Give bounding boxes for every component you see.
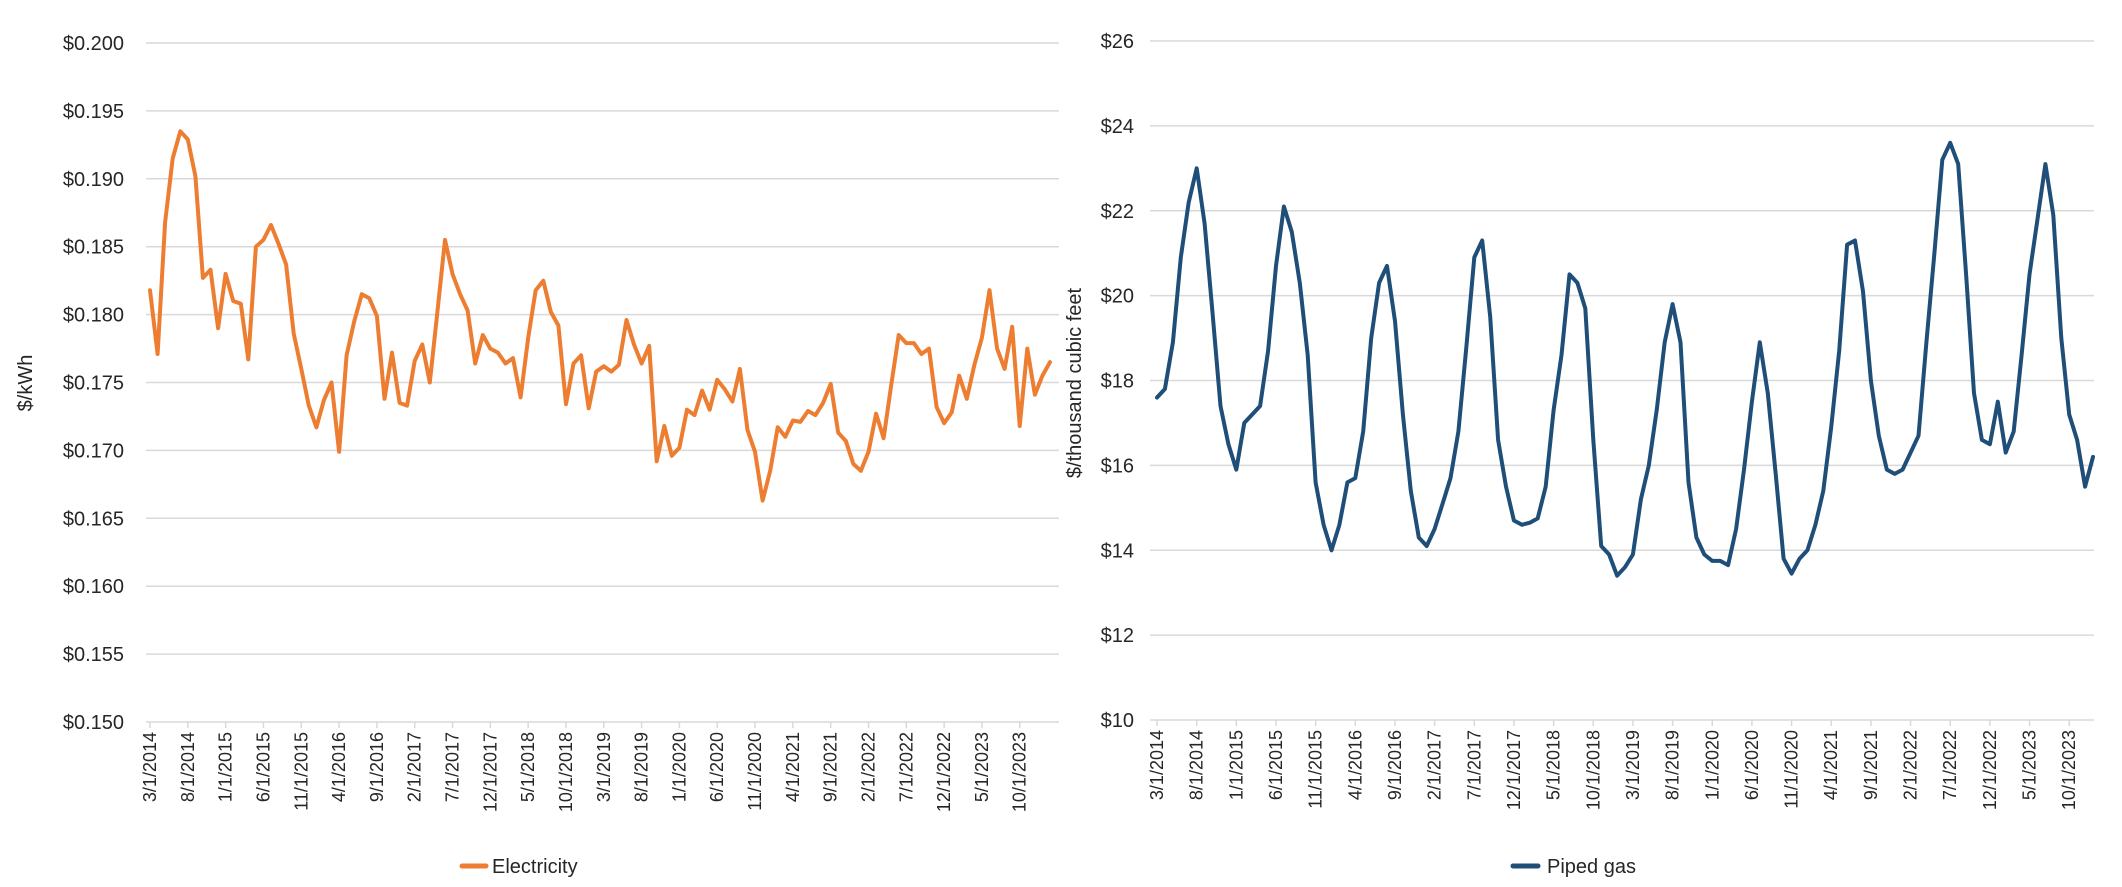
piped-gas-chart: $/thousand cubic feet $10 $12 $14 $16 $18 $20… — [1064, 31, 2095, 878]
y-tick-label: $0.170 — [63, 440, 124, 462]
x-tick-label: 12/1/2022 — [1980, 730, 2000, 810]
x-tick-label: 6/1/2020 — [1742, 730, 1762, 800]
y-tick-label: $20 — [1101, 286, 1134, 308]
y-tick-label: $16 — [1101, 455, 1134, 477]
x-tick-label: 4/1/2021 — [783, 732, 803, 802]
y-tick-label: $0.160 — [63, 576, 124, 598]
y-tick-label: $26 — [1101, 31, 1134, 53]
series-line-electricity — [148, 129, 1052, 503]
y-tick-label: $0.200 — [63, 33, 124, 55]
x-tick-label: 2/1/2022 — [858, 732, 878, 802]
y-axis-title: $/kWh — [15, 355, 37, 412]
x-tick-label: 4/1/2016 — [329, 732, 349, 802]
x-tick-label: 5/1/2023 — [972, 732, 992, 802]
y-tick-label: $0.185 — [63, 237, 124, 259]
x-tick-label: 8/1/2019 — [1663, 730, 1683, 800]
x-tick-label: 6/1/2015 — [1266, 730, 1286, 800]
x-tick-label: 12/1/2017 — [480, 732, 500, 812]
x-tick-label: 2/1/2017 — [405, 732, 425, 802]
x-tick-label: 3/1/2014 — [1147, 730, 1167, 800]
x-tick-label: 6/1/2020 — [707, 732, 727, 802]
x-tick-label: 3/1/2019 — [1623, 730, 1643, 800]
y-tick-label: $24 — [1101, 116, 1134, 138]
y-tick-label: $0.155 — [63, 644, 124, 666]
x-tick-label: 11/1/2015 — [291, 732, 311, 811]
y-tick-label: $14 — [1101, 540, 1134, 562]
x-tick-label: 7/1/2017 — [1464, 730, 1484, 800]
x-tick-label: 10/1/2018 — [1583, 730, 1603, 810]
x-tick-label: 9/1/2021 — [821, 732, 841, 802]
y-tick-label: $0.195 — [63, 101, 124, 123]
x-tick-label: 9/1/2021 — [1861, 730, 1881, 800]
series-line-piped-gas — [1155, 140, 2095, 578]
x-tick-label: 7/1/2022 — [896, 732, 916, 802]
y-tick-label: $0.150 — [63, 712, 124, 734]
y-axis-title: $/thousand cubic feet — [1064, 287, 1086, 478]
x-tick-label: 11/1/2020 — [745, 732, 765, 811]
x-tick-label: 7/1/2022 — [1940, 730, 1960, 800]
x-tick-label: 2/1/2022 — [1901, 730, 1921, 800]
x-tick-label: 3/1/2019 — [594, 732, 614, 802]
legend: Piped gas — [1510, 856, 1636, 878]
x-tick-label: 5/1/2018 — [1544, 730, 1564, 800]
x-tick-label: 8/1/2014 — [1187, 730, 1207, 800]
y-tick-label: $0.165 — [63, 508, 124, 530]
x-tick-label: 6/1/2015 — [253, 732, 273, 802]
legend: Electricity — [459, 856, 578, 878]
x-tick-label: 8/1/2014 — [178, 732, 198, 802]
y-tick-label: $12 — [1101, 625, 1134, 647]
y-tick-label: $0.175 — [63, 373, 124, 395]
x-tick-label: 10/1/2018 — [556, 732, 576, 812]
x-tick-label: 11/1/2020 — [1782, 730, 1802, 809]
electricity-chart: $/kWh $0.150 $0.155 $0.160 $0.165 $0.170 $0.1… — [15, 33, 1059, 878]
x-tick-label: 9/1/2016 — [1385, 730, 1405, 800]
x-tick-label: 1/1/2020 — [669, 732, 689, 802]
x-tick-label: 12/1/2017 — [1504, 730, 1524, 810]
x-tick-label: 1/1/2015 — [1226, 730, 1246, 800]
x-tick-label: 4/1/2016 — [1345, 730, 1365, 800]
x-tick-label: 1/1/2020 — [1702, 730, 1722, 800]
x-tick-label: 5/1/2023 — [2020, 730, 2040, 800]
x-tick-label: 7/1/2017 — [443, 732, 463, 802]
y-tick-label: $0.180 — [63, 305, 124, 327]
y-tick-label: $0.190 — [63, 169, 124, 191]
y-tick-label: $10 — [1101, 710, 1134, 732]
x-tick-label: 11/1/2015 — [1306, 730, 1326, 809]
x-tick-label: 1/1/2015 — [216, 732, 236, 802]
x-tick-label: 12/1/2022 — [934, 732, 954, 812]
x-tick-label: 10/1/2023 — [2059, 730, 2079, 810]
legend-label-electricity: Electricity — [492, 856, 578, 878]
legend-label-piped-gas: Piped gas — [1547, 856, 1636, 878]
x-tick-label: 4/1/2021 — [1821, 730, 1841, 800]
y-tick-label: $18 — [1101, 371, 1134, 393]
x-tick-label: 10/1/2023 — [1010, 732, 1030, 812]
x-tick-label: 9/1/2016 — [367, 732, 387, 802]
x-tick-label: 3/1/2014 — [140, 732, 160, 802]
x-tick-label: 8/1/2019 — [632, 732, 652, 802]
x-tick-label: 2/1/2017 — [1425, 730, 1445, 800]
y-tick-label: $22 — [1101, 201, 1134, 223]
x-tick-label: 5/1/2018 — [518, 732, 538, 802]
